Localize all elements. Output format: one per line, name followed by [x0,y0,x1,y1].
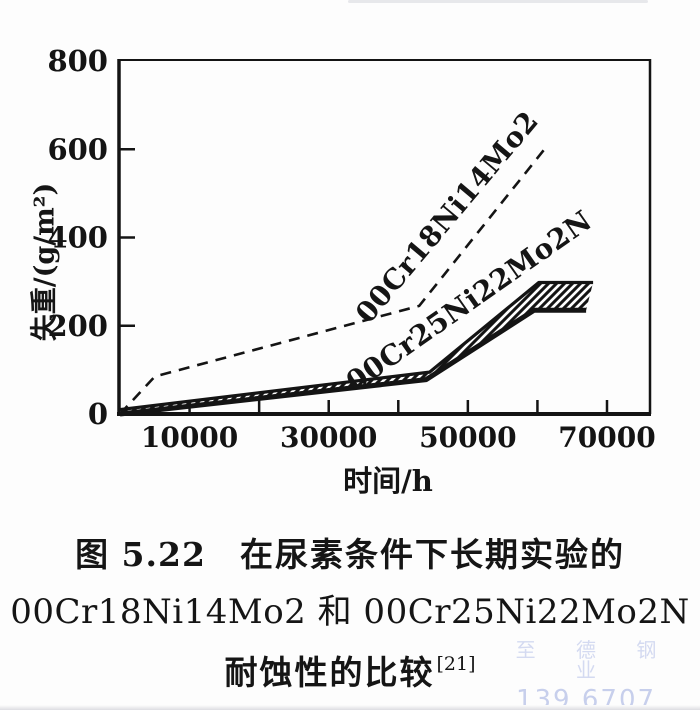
figure-caption: 图 5.22 在尿素条件下长期实验的 00Cr18Ni14Mo2 和 00Cr25… [0,538,700,689]
y-tick-label: 400 [47,221,108,255]
x-tick-label: 70000 [558,421,655,454]
caption-line-2: 00Cr18Ni14Mo2 和 00Cr25Ni22Mo2N [10,592,690,632]
line-chart: 10000 30000 50000 70000 0 200 400 600 800 [47,44,655,454]
hatched-band [120,282,594,414]
x-axis-label: 时间/h [343,464,433,498]
caption-line-1: 图 5.22 在尿素条件下长期实验的 [0,538,700,571]
y-tick-label: 200 [47,309,108,343]
y-axis-label: 失重/(g/m²) [29,182,61,342]
caption-line-3: 耐蚀性的比较 [21] [0,653,700,692]
caption-title-text: 在尿素条件下长期实验的 [239,535,625,574]
caption-reference: [21] [436,653,476,675]
scan-artifact-top [348,0,648,3]
band-lower-edge [119,307,587,417]
x-tick-label: 10000 [141,421,238,454]
y-tick-label: 800 [47,44,108,78]
y-tick-label: 0 [88,397,108,431]
dashed-series-line [119,148,546,415]
y-tick-label: 600 [47,132,108,166]
x-tick-label: 50000 [419,421,516,454]
scan-artifact-bottom [0,705,700,710]
caption-tail-text: 耐蚀性的比较 [224,653,435,692]
band-upper-edge [119,280,594,412]
chart-area: 10000 30000 50000 70000 0 200 400 600 800 失重/(g/… [29,44,656,498]
figure-number: 图 5.22 [75,535,206,574]
x-tick-label: 30000 [280,421,377,454]
